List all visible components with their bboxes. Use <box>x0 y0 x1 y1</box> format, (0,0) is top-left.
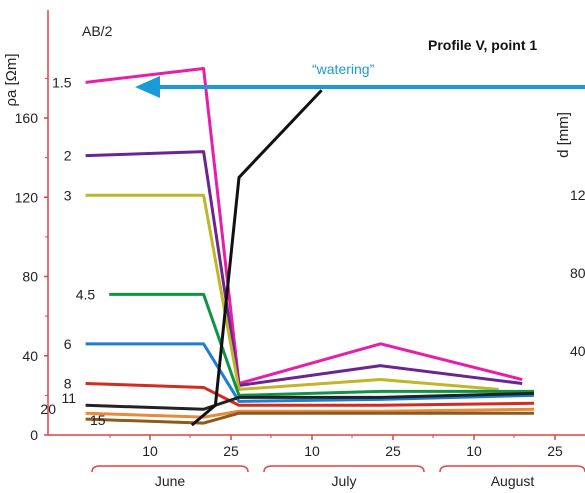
x-tick-label: 10 <box>466 443 482 459</box>
month-label: July <box>332 473 357 489</box>
series-line-20 <box>85 407 535 419</box>
y-right-tick-label: 40 <box>570 343 585 359</box>
series-line-8 <box>85 381 535 407</box>
x-tick-label: 10 <box>142 443 158 459</box>
y-ticks: 0 40 80 120 160 <box>15 77 48 443</box>
y-right-tick-label: 80 <box>570 265 585 281</box>
y-tick-label: 80 <box>22 269 38 285</box>
legend-title: AB/2 <box>82 23 113 39</box>
series-label: 2 <box>64 148 72 164</box>
month-bracket <box>91 465 249 473</box>
y-tick-label: 120 <box>15 189 39 205</box>
month-label: August <box>491 473 535 489</box>
month-bracket <box>439 465 585 473</box>
series-label: 4.5 <box>76 286 96 302</box>
d-series-line <box>190 89 323 427</box>
y-tick-label: 0 <box>30 427 38 443</box>
x-tick-label: 25 <box>547 443 563 459</box>
series-label: 15 <box>90 412 106 428</box>
x-tick-label: 10 <box>304 443 320 459</box>
series-label: 1.5 <box>52 74 72 90</box>
series-line-d <box>190 89 323 427</box>
watering-arrow <box>135 76 585 98</box>
y-right-ticks: 120 80 40 <box>570 187 585 359</box>
series-lines <box>85 66 535 425</box>
series-line-3 <box>85 193 499 391</box>
y-tick-label: 40 <box>22 348 38 364</box>
series-line-6 <box>85 342 535 403</box>
series-label: 6 <box>64 336 72 352</box>
x-tick-label: 25 <box>223 443 239 459</box>
y-right-axis-title: d [mm] <box>555 112 572 158</box>
y-right-tick-label: 120 <box>570 187 585 203</box>
month-brackets: June July August <box>91 465 585 489</box>
watering-label: “watering” <box>312 61 375 77</box>
month-label: June <box>155 473 186 489</box>
y-tick-label: 160 <box>15 110 39 126</box>
series-label: 8 <box>64 375 72 391</box>
series-line-4.5 <box>109 292 534 397</box>
x-tick-label: 25 <box>385 443 401 459</box>
series-line-1.5 <box>85 66 523 385</box>
series-line-15 <box>85 411 534 425</box>
series-label: 11 <box>61 390 76 406</box>
series-line-2 <box>85 150 523 387</box>
series-labels: 1.5 2 3 4.5 6 811 20 15 <box>40 74 105 428</box>
month-bracket <box>263 465 425 473</box>
series-label: 3 <box>64 187 72 203</box>
chart-title: Profile V, point 1 <box>428 37 537 53</box>
x-ticks: 10 25 10 25 10 25 <box>109 435 563 459</box>
series-line-11 <box>85 391 535 411</box>
series-label: 20 <box>40 401 56 417</box>
y-axis-title: ρa [Ωm] <box>3 53 20 106</box>
